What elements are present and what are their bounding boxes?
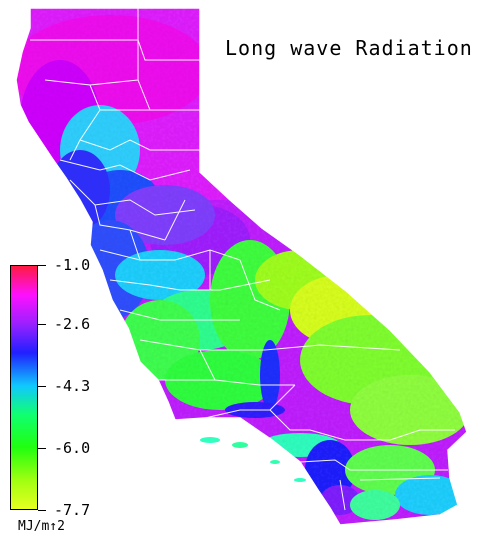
colorbar-unit: MJ/m↑2: [18, 519, 65, 534]
colorbar-tick-label: -4.3: [54, 377, 91, 395]
colorbar-tick-mark: [38, 448, 46, 449]
map-title: Long wave Radiation: [225, 36, 473, 60]
colorbar: [10, 265, 38, 510]
colorbar-tick-mark: [38, 265, 46, 266]
colorbar-tick-label: -7.7: [54, 501, 91, 519]
colorbar-tick-mark: [38, 386, 46, 387]
colorbar-tick-mark: [38, 510, 46, 511]
colorbar-tick-mark: [38, 324, 46, 325]
colorbar-tick-label: -2.6: [54, 315, 91, 333]
colorbar-tick-label: -1.0: [54, 256, 91, 274]
channel-islands: [200, 437, 306, 482]
colorbar-tick-label: -6.0: [54, 439, 91, 457]
county-borders: [30, 8, 455, 511]
